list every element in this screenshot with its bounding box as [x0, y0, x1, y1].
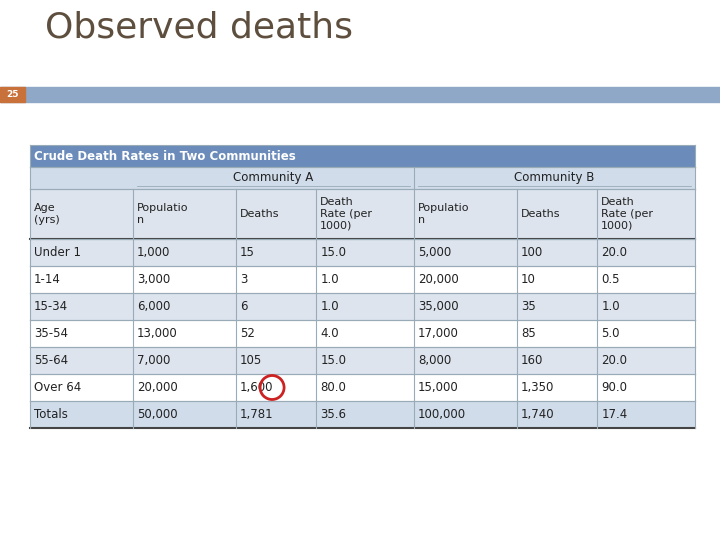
Text: 3,000: 3,000	[137, 273, 170, 286]
Text: 15.0: 15.0	[320, 246, 346, 259]
Text: 17.4: 17.4	[601, 408, 628, 421]
Text: Crude Death Rates in Two Communities: Crude Death Rates in Two Communities	[34, 150, 296, 163]
Text: 52: 52	[240, 327, 255, 340]
Text: 20.0: 20.0	[601, 246, 627, 259]
Text: 15: 15	[240, 246, 255, 259]
Bar	[30, 189, 695, 239]
Bar	[30, 239, 695, 266]
Bar	[30, 266, 695, 293]
Text: 35-54: 35-54	[34, 327, 68, 340]
Bar	[30, 320, 695, 347]
Text: 100,000: 100,000	[418, 408, 466, 421]
Text: 20,000: 20,000	[418, 273, 459, 286]
Text: 35.6: 35.6	[320, 408, 346, 421]
Text: 105: 105	[240, 354, 262, 367]
Text: 17,000: 17,000	[418, 327, 459, 340]
Text: Death
Rate (per
1000): Death Rate (per 1000)	[601, 198, 653, 231]
Bar	[30, 374, 695, 401]
Text: 15-34: 15-34	[34, 300, 68, 313]
Bar	[30, 145, 695, 167]
Text: 1,350: 1,350	[521, 381, 554, 394]
Text: 1,600: 1,600	[240, 381, 274, 394]
Text: 35: 35	[521, 300, 536, 313]
Text: 8,000: 8,000	[418, 354, 451, 367]
Bar	[0, 87, 720, 102]
Text: 80.0: 80.0	[320, 381, 346, 394]
Text: 4.0: 4.0	[320, 327, 339, 340]
Text: 5,000: 5,000	[418, 246, 451, 259]
Bar	[30, 293, 695, 320]
Text: 50,000: 50,000	[137, 408, 178, 421]
Text: 1-14: 1-14	[34, 273, 61, 286]
Text: 7,000: 7,000	[137, 354, 171, 367]
Text: Populatio
n: Populatio n	[418, 203, 469, 225]
Text: 35,000: 35,000	[418, 300, 459, 313]
Text: 15.0: 15.0	[320, 354, 346, 367]
Text: 160: 160	[521, 354, 544, 367]
Text: Death
Rate (per
1000): Death Rate (per 1000)	[320, 198, 372, 231]
Text: Observed deaths: Observed deaths	[45, 10, 353, 44]
Text: 3: 3	[240, 273, 248, 286]
Text: 25: 25	[6, 90, 19, 99]
Text: 85: 85	[521, 327, 536, 340]
Text: Totals: Totals	[34, 408, 68, 421]
Text: 90.0: 90.0	[601, 381, 627, 394]
Text: 10: 10	[521, 273, 536, 286]
Text: Deaths: Deaths	[240, 209, 279, 219]
Bar	[30, 401, 695, 428]
Text: 6: 6	[240, 300, 248, 313]
Text: 1,000: 1,000	[137, 246, 171, 259]
Text: 1.0: 1.0	[601, 300, 620, 313]
Bar	[0, 87, 25, 102]
Text: 1,781: 1,781	[240, 408, 274, 421]
Bar	[30, 167, 695, 189]
Text: Over 64: Over 64	[34, 381, 81, 394]
Text: Under 1: Under 1	[34, 246, 81, 259]
Text: 15,000: 15,000	[418, 381, 459, 394]
Text: 0.5: 0.5	[601, 273, 620, 286]
Text: 55-64: 55-64	[34, 354, 68, 367]
Text: Age
(yrs): Age (yrs)	[34, 203, 60, 225]
Text: Populatio
n: Populatio n	[137, 203, 189, 225]
Text: 1.0: 1.0	[320, 273, 339, 286]
Text: 1.0: 1.0	[320, 300, 339, 313]
Text: 100: 100	[521, 246, 543, 259]
Text: Community B: Community B	[514, 172, 595, 185]
Text: 20,000: 20,000	[137, 381, 178, 394]
Text: 20.0: 20.0	[601, 354, 627, 367]
Text: Community A: Community A	[233, 172, 314, 185]
Text: 13,000: 13,000	[137, 327, 178, 340]
Bar	[30, 347, 695, 374]
Text: 6,000: 6,000	[137, 300, 171, 313]
Text: 5.0: 5.0	[601, 327, 620, 340]
Text: 1,740: 1,740	[521, 408, 554, 421]
Text: Deaths: Deaths	[521, 209, 560, 219]
